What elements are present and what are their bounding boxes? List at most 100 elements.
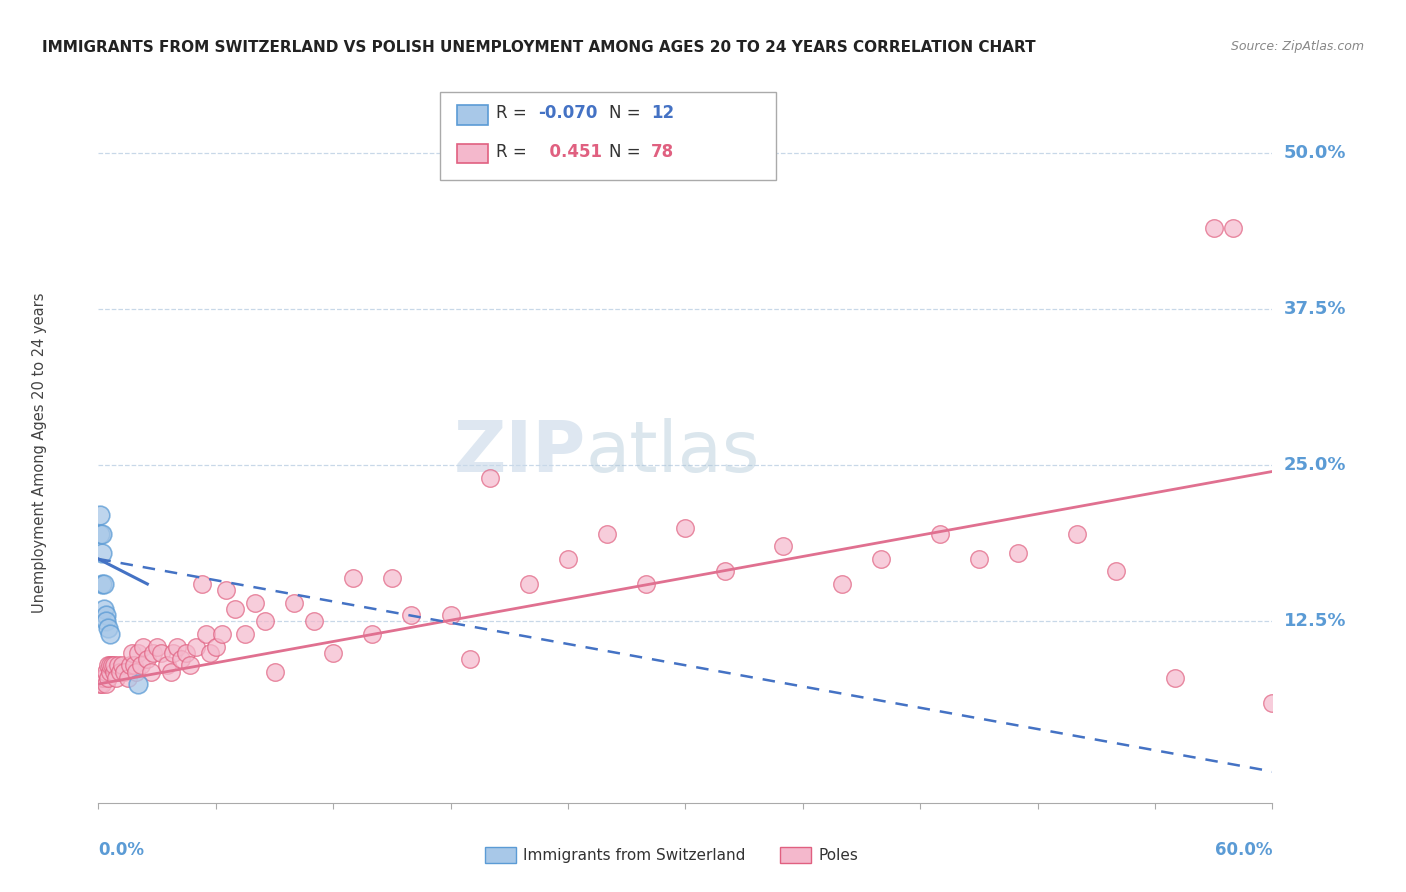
Point bbox=[93, 671, 115, 685]
Point bbox=[831, 577, 853, 591]
Point bbox=[302, 615, 325, 629]
Point bbox=[96, 608, 118, 623]
Point bbox=[89, 527, 111, 541]
Point bbox=[179, 658, 201, 673]
Point bbox=[124, 665, 146, 679]
Point bbox=[96, 665, 118, 679]
Point bbox=[224, 602, 246, 616]
Point bbox=[93, 602, 115, 616]
Point bbox=[557, 552, 579, 566]
Point bbox=[101, 658, 124, 673]
Point bbox=[253, 615, 276, 629]
Point bbox=[1066, 527, 1088, 541]
Point bbox=[91, 546, 114, 560]
Point bbox=[169, 652, 191, 666]
Point bbox=[176, 646, 198, 660]
Point bbox=[439, 608, 461, 623]
Point bbox=[322, 646, 344, 660]
Point bbox=[928, 527, 950, 541]
Point bbox=[211, 627, 233, 641]
Point bbox=[870, 552, 893, 566]
Point bbox=[517, 577, 540, 591]
Point bbox=[91, 677, 114, 691]
Point bbox=[131, 658, 153, 673]
Point bbox=[142, 646, 165, 660]
Text: 12: 12 bbox=[651, 104, 673, 122]
Text: Unemployment Among Ages 20 to 24 years: Unemployment Among Ages 20 to 24 years bbox=[32, 293, 48, 613]
Point bbox=[458, 652, 481, 666]
Point bbox=[214, 583, 236, 598]
Point bbox=[401, 608, 423, 623]
Text: Immigrants from Switzerland: Immigrants from Switzerland bbox=[523, 848, 745, 863]
Point bbox=[118, 658, 141, 673]
Point bbox=[136, 652, 159, 666]
Point bbox=[772, 540, 794, 554]
Point bbox=[103, 658, 125, 673]
Text: 0.451: 0.451 bbox=[538, 143, 603, 161]
Point bbox=[91, 671, 114, 685]
Text: 60.0%: 60.0% bbox=[1215, 841, 1272, 859]
Point bbox=[159, 665, 181, 679]
Point bbox=[342, 571, 364, 585]
Point bbox=[111, 658, 134, 673]
Point bbox=[713, 565, 735, 579]
Point bbox=[97, 658, 120, 673]
Text: R =: R = bbox=[496, 104, 533, 122]
Text: 37.5%: 37.5% bbox=[1284, 300, 1346, 318]
Point bbox=[198, 646, 221, 660]
Point bbox=[1202, 220, 1225, 235]
Point bbox=[112, 665, 135, 679]
Point bbox=[103, 665, 125, 679]
Point bbox=[283, 596, 305, 610]
Text: 12.5%: 12.5% bbox=[1284, 613, 1346, 631]
Point bbox=[1007, 546, 1029, 560]
Point bbox=[98, 665, 121, 679]
Text: 25.0%: 25.0% bbox=[1284, 456, 1346, 475]
Point bbox=[195, 627, 218, 641]
Point bbox=[233, 627, 256, 641]
Text: Source: ZipAtlas.com: Source: ZipAtlas.com bbox=[1230, 40, 1364, 54]
Point bbox=[117, 671, 139, 685]
Point bbox=[91, 577, 114, 591]
Point bbox=[361, 627, 384, 641]
Point bbox=[97, 621, 120, 635]
Point bbox=[89, 508, 111, 523]
Point bbox=[127, 677, 149, 691]
Point bbox=[93, 577, 115, 591]
Point bbox=[108, 665, 131, 679]
Point bbox=[98, 627, 121, 641]
Point bbox=[596, 527, 619, 541]
Text: ZIP: ZIP bbox=[453, 418, 586, 487]
Point bbox=[967, 552, 990, 566]
Point bbox=[636, 577, 658, 591]
Point bbox=[96, 677, 118, 691]
Point bbox=[205, 640, 228, 654]
Point bbox=[127, 646, 149, 660]
Text: atlas: atlas bbox=[586, 418, 761, 487]
Point bbox=[156, 658, 179, 673]
Point bbox=[97, 671, 120, 685]
Point bbox=[105, 671, 128, 685]
Text: 0.0%: 0.0% bbox=[98, 841, 145, 859]
Point bbox=[146, 640, 169, 654]
Point bbox=[122, 658, 145, 673]
Point bbox=[141, 665, 163, 679]
Text: -0.070: -0.070 bbox=[538, 104, 598, 122]
Point bbox=[96, 615, 118, 629]
Point bbox=[89, 677, 111, 691]
Point bbox=[121, 646, 143, 660]
Point bbox=[675, 521, 697, 535]
Point bbox=[162, 646, 184, 660]
Point bbox=[1222, 220, 1244, 235]
Text: N =: N = bbox=[609, 104, 645, 122]
Point bbox=[150, 646, 173, 660]
Point bbox=[166, 640, 188, 654]
Text: R =: R = bbox=[496, 143, 533, 161]
Text: 78: 78 bbox=[651, 143, 673, 161]
Point bbox=[107, 658, 129, 673]
Point bbox=[186, 640, 208, 654]
Point bbox=[478, 471, 501, 485]
Text: Poles: Poles bbox=[818, 848, 858, 863]
Point bbox=[1163, 671, 1185, 685]
Point bbox=[98, 658, 121, 673]
